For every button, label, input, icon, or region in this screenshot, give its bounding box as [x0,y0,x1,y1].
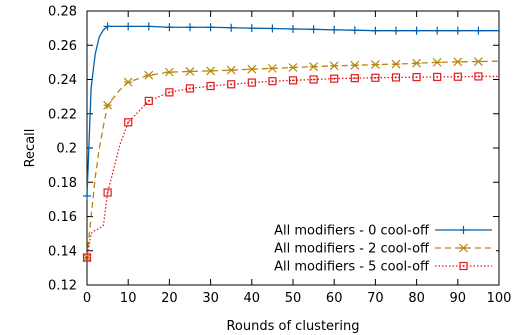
data-point-2 [309,75,318,84]
data-point-1 [350,60,360,70]
data-point-2 [227,80,236,89]
y-tick-label: 0.28 [48,5,77,20]
data-point-0 [330,25,339,34]
data-point-2 [391,73,401,82]
x-tick-label: 20 [161,291,178,306]
data-point-0 [453,26,462,35]
data-point-1 [329,61,339,71]
data-point-1 [370,60,380,70]
series-2 [82,72,499,262]
y-tick-label: 0.24 [48,73,77,88]
data-point-2 [412,73,421,82]
data-point-2 [433,72,442,82]
series-1 [82,57,500,263]
legend-swatch-marker [459,243,468,253]
data-point-2 [474,72,483,81]
x-tick-label: 70 [367,291,384,306]
data-point-1 [288,63,298,72]
data-point-0 [350,26,359,35]
data-point-0 [144,22,153,31]
data-point-0 [412,26,421,35]
y-axis-label: Recall [23,129,38,168]
data-point-0 [309,25,318,34]
data-point-2 [371,73,380,82]
x-tick-label: 10 [120,291,137,306]
data-point-0 [165,23,174,32]
series-layer [82,22,500,263]
legend-entry-0: All modifiers - 0 cool-off [274,224,492,239]
data-point-0 [247,24,256,33]
data-point-2 [453,72,462,81]
x-axis-label: Rounds of clustering [226,319,359,334]
data-point-2 [350,74,359,83]
data-point-2 [124,118,133,127]
y-tick-label: 0.22 [48,107,77,122]
data-point-2 [247,78,256,87]
data-point-1 [185,67,195,76]
data-point-0 [371,26,380,35]
data-point-0 [103,22,112,31]
data-point-1 [391,59,401,69]
data-point-0 [83,191,91,200]
series-0 [83,22,499,200]
data-point-1 [164,67,174,77]
legend-entry-2: All modifiers - 5 cool-off [274,260,492,275]
legend-entry-1: All modifiers - 2 cool-off [274,242,492,257]
data-point-1 [453,57,463,67]
legend-label: All modifiers - 5 cool-off [274,260,430,275]
data-point-0 [289,24,297,33]
legend: All modifiers - 0 cool-off All modifiers … [250,220,496,276]
data-point-0 [268,24,277,33]
data-point-0 [206,23,215,32]
x-tick-label: 40 [244,291,261,306]
data-point-1 [226,65,236,75]
y-tick-label: 0.12 [48,279,77,294]
data-point-2 [82,253,92,262]
legend-label: All modifiers - 0 cool-off [274,224,430,239]
data-point-0 [227,23,236,32]
data-point-1 [412,58,422,68]
data-point-1 [267,63,277,73]
data-point-1 [247,64,257,74]
legend-swatch-marker [459,261,468,271]
data-point-2 [185,84,195,93]
data-point-2 [103,188,112,197]
data-point-2 [330,74,339,83]
x-tick-label: 0 [83,291,91,306]
data-point-2 [144,96,153,106]
y-tick-label: 0.18 [48,176,77,191]
data-point-2 [206,81,215,91]
data-point-0 [433,26,442,35]
x-tick-label: 90 [450,291,467,306]
data-point-0 [474,26,483,35]
data-point-0 [392,26,400,35]
series-line-0 [86,25,499,196]
data-point-1 [103,100,113,110]
data-point-2 [165,88,174,97]
legend-label: All modifiers - 2 cool-off [274,242,430,257]
y-tick-label: 0.16 [48,210,77,225]
y-tick-label: 0.26 [48,39,77,54]
data-point-0 [186,23,194,32]
y-tick-label: 0.14 [48,244,77,259]
data-point-1 [123,77,133,87]
data-point-1 [473,57,483,66]
data-point-0 [124,22,133,31]
y-tick-label: 0.2 [56,142,77,157]
data-point-2 [268,77,277,86]
x-tick-label: 100 [487,291,512,306]
legend-swatch-marker [459,226,468,234]
x-tick-label: 80 [408,291,425,306]
x-tick-label: 60 [326,291,343,306]
data-point-2 [288,76,298,85]
x-tick-label: 50 [285,291,302,306]
data-point-1 [206,66,216,76]
axis-ticks: 0 10 20 30 40 50 60 70 80 90 100 0.12 0.14 0.16 0.18 0.… [48,5,511,307]
data-point-1 [144,70,154,80]
x-tick-label: 30 [202,291,219,306]
data-point-1 [432,57,442,67]
data-point-1 [309,62,319,72]
